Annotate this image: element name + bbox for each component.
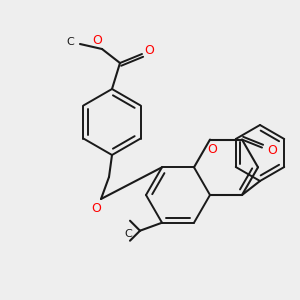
- Text: O: O: [267, 144, 277, 157]
- Text: C: C: [66, 37, 74, 47]
- Text: O: O: [207, 143, 217, 156]
- Text: O: O: [91, 202, 101, 214]
- Text: O: O: [92, 34, 102, 47]
- Text: O: O: [144, 44, 154, 58]
- Text: C: C: [124, 229, 132, 239]
